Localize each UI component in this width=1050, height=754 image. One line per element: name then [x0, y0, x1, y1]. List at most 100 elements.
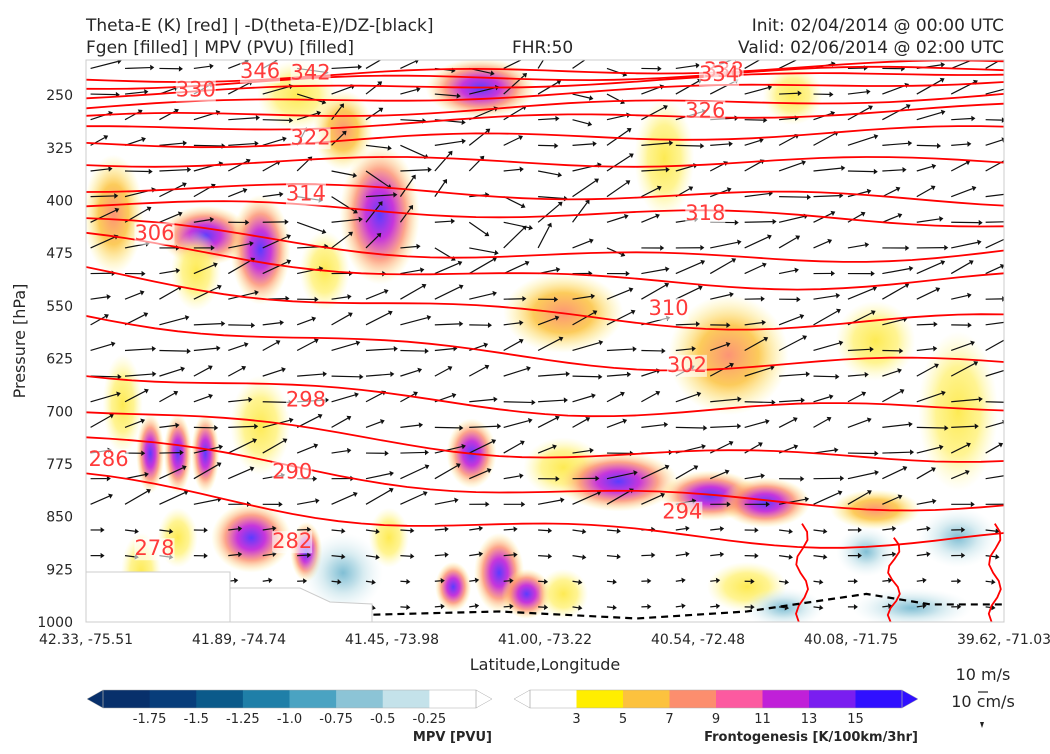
wind-vector	[538, 556, 548, 557]
wind-vector	[676, 606, 682, 607]
fgen-tick: 3	[572, 712, 580, 727]
shaded-blob	[84, 155, 144, 275]
wind-vector	[917, 324, 934, 325]
contour-label: 278	[134, 536, 174, 560]
fgen-swatch	[856, 690, 903, 708]
mpv-colorbar-label: MPV [PVU]	[413, 730, 492, 745]
valid-time: Valid: 02/06/2014 @ 02:00 UTC	[738, 38, 1004, 58]
wind-ref-vertical: 10 cm/s	[951, 692, 1015, 711]
wind-vector	[710, 606, 716, 607]
x-tick-label: 42.33, -75.51	[39, 632, 133, 648]
shaded-blob	[836, 527, 896, 577]
fgen-max-arrow	[902, 690, 918, 708]
wind-ref-horizontal: 10 m/s	[956, 665, 1011, 684]
chart-title-line1: Theta-E (K) [red] | -D(theta-E)/DZ-[blac…	[85, 16, 434, 36]
wind-vector	[986, 581, 992, 582]
contour-label: 294	[662, 500, 702, 524]
wind-vector-head	[1011, 501, 1015, 507]
contour-label: 346	[240, 59, 280, 83]
mpv-tick: -0.75	[319, 712, 353, 727]
wind-vector	[435, 529, 445, 530]
contour-label: 310	[649, 296, 689, 320]
wind-vector	[91, 94, 116, 95]
contour-label: 298	[286, 387, 326, 411]
contour-label: 318	[685, 201, 725, 225]
contour-label: 330	[176, 78, 216, 102]
wind-vector	[882, 580, 888, 581]
contour-label: 326	[685, 99, 725, 123]
wind-vector	[882, 452, 910, 453]
mpv-min-arrow	[87, 690, 103, 708]
wind-vector-head	[383, 55, 388, 60]
wind-vector	[263, 120, 290, 121]
y-tick-label: 925	[46, 562, 73, 578]
x-tick-label: 41.89, -74.74	[192, 632, 286, 648]
fgen-swatch	[763, 690, 810, 708]
chart-title-line2: Fgen [filled] | MPV (PVU) [filled]	[86, 38, 354, 58]
wind-vector	[332, 376, 360, 377]
wind-vector	[779, 93, 798, 94]
shaded-blob	[835, 301, 915, 381]
wind-vector	[917, 580, 923, 581]
contour-label: 286	[89, 447, 129, 471]
wind-vector	[779, 581, 785, 582]
fgen-swatch	[670, 690, 717, 708]
shaded-blob	[538, 569, 588, 619]
wind-vector	[504, 555, 514, 556]
mpv-tick: -1.5	[184, 712, 209, 727]
contour-label: 342	[291, 61, 331, 85]
wind-vector	[676, 427, 703, 428]
wind-vector	[400, 556, 410, 557]
y-tick-label: 625	[46, 352, 73, 368]
wind-vector	[125, 171, 149, 172]
wind-vector	[400, 530, 410, 531]
wind-vector	[504, 529, 514, 530]
wind-vector	[607, 581, 613, 582]
wind-vector-head	[1004, 157, 1009, 162]
wind-vector-head	[1004, 236, 1009, 241]
x-tick-label: 41.00, -73.22	[498, 632, 592, 648]
mpv-tick: -1.0	[277, 712, 302, 727]
y-tick-label: 775	[46, 457, 73, 473]
wind-vector	[263, 402, 289, 403]
init-time: Init: 02/04/2014 @ 00:00 UTC	[752, 16, 1004, 36]
fgen-tick: 13	[801, 712, 818, 727]
wind-vector-head	[1005, 473, 1009, 479]
shaded-blob	[191, 413, 219, 493]
wind-vector	[814, 607, 820, 608]
x-axis-label: Latitude,Longitude	[470, 655, 621, 674]
mpv-tick: -0.25	[413, 712, 447, 727]
y-tick-label: 550	[46, 299, 73, 315]
x-tick-label: 40.08, -71.75	[804, 632, 898, 648]
contour-label: 306	[134, 221, 174, 245]
contour-label: 302	[667, 353, 707, 377]
wind-vector-head	[1009, 400, 1013, 406]
wind-vector	[710, 581, 716, 582]
wind-vector	[882, 606, 888, 607]
wind-vector	[194, 145, 222, 146]
mpv-max-arrow	[476, 690, 492, 708]
wind-vector-head	[1013, 191, 1017, 197]
y-tick-label: 1000	[37, 615, 73, 631]
wind-vector	[917, 606, 923, 607]
y-tick-label: 250	[46, 88, 73, 104]
wind-vector	[917, 145, 937, 146]
fgen-min-arrow	[514, 690, 530, 708]
mpv-tick: -0.5	[370, 712, 395, 727]
wind-vector	[263, 580, 269, 581]
wind-vector	[986, 402, 1010, 403]
y-tick-label: 400	[46, 194, 73, 210]
contour-label: 314	[286, 181, 326, 205]
mpv-swatch	[290, 690, 337, 708]
mpv-swatch	[243, 690, 290, 708]
wind-vector	[400, 350, 424, 351]
mpv-swatch	[150, 690, 197, 708]
fgen-colorbar-label: Frontogenesis [K/100km/3hr]	[704, 730, 918, 745]
x-tick-label: 39.62, -71.03	[957, 632, 1050, 648]
contour-label: 334	[699, 62, 739, 86]
contour-label: 282	[272, 529, 312, 553]
wind-vector	[814, 581, 820, 582]
fgen-tick: 9	[712, 712, 720, 727]
